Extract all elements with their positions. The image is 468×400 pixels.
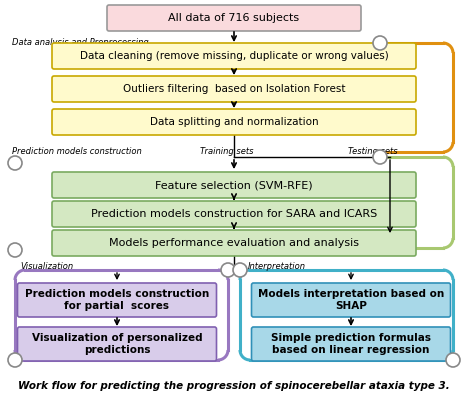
FancyBboxPatch shape: [107, 5, 361, 31]
Circle shape: [8, 156, 22, 170]
Circle shape: [446, 353, 460, 367]
Text: Testing sets: Testing sets: [348, 147, 398, 156]
Circle shape: [221, 263, 235, 277]
FancyBboxPatch shape: [52, 201, 416, 227]
FancyBboxPatch shape: [251, 283, 451, 317]
Text: Visualization of personalized
predictions: Visualization of personalized prediction…: [32, 333, 202, 355]
Text: Visualization: Visualization: [20, 262, 73, 271]
FancyBboxPatch shape: [52, 76, 416, 102]
Text: Outliers filtering  based on Isolation Forest: Outliers filtering based on Isolation Fo…: [123, 84, 345, 94]
FancyBboxPatch shape: [17, 283, 217, 317]
Text: Prediction models construction: Prediction models construction: [12, 147, 142, 156]
Circle shape: [8, 353, 22, 367]
Text: Prediction models construction for SARA and ICARS: Prediction models construction for SARA …: [91, 209, 377, 219]
FancyBboxPatch shape: [52, 109, 416, 135]
Text: All data of 716 subjects: All data of 716 subjects: [168, 13, 300, 23]
Circle shape: [373, 36, 387, 50]
FancyBboxPatch shape: [52, 172, 416, 198]
Text: Work flow for predicting the progression of spinocerebellar ataxia type 3.: Work flow for predicting the progression…: [18, 381, 450, 391]
Text: Training sets: Training sets: [200, 147, 254, 156]
Text: Data analysis and Preprocessing: Data analysis and Preprocessing: [12, 38, 149, 47]
Text: Simple prediction formulas
based on linear regression: Simple prediction formulas based on line…: [271, 333, 431, 355]
Text: Data splitting and normalization: Data splitting and normalization: [150, 117, 318, 127]
Text: Models performance evaluation and analysis: Models performance evaluation and analys…: [109, 238, 359, 248]
FancyBboxPatch shape: [52, 43, 416, 69]
Text: Data cleaning (remove missing, duplicate or wrong values): Data cleaning (remove missing, duplicate…: [80, 51, 388, 61]
Circle shape: [8, 243, 22, 257]
Text: Models interpretation based on
SHAP: Models interpretation based on SHAP: [258, 289, 444, 311]
Text: Interpretation: Interpretation: [248, 262, 306, 271]
FancyBboxPatch shape: [52, 230, 416, 256]
Text: Feature selection (SVM-RFE): Feature selection (SVM-RFE): [155, 180, 313, 190]
FancyBboxPatch shape: [251, 327, 451, 361]
Circle shape: [233, 263, 247, 277]
FancyBboxPatch shape: [17, 327, 217, 361]
Text: Prediction models construction
for partial  scores: Prediction models construction for parti…: [25, 289, 209, 311]
Circle shape: [373, 150, 387, 164]
